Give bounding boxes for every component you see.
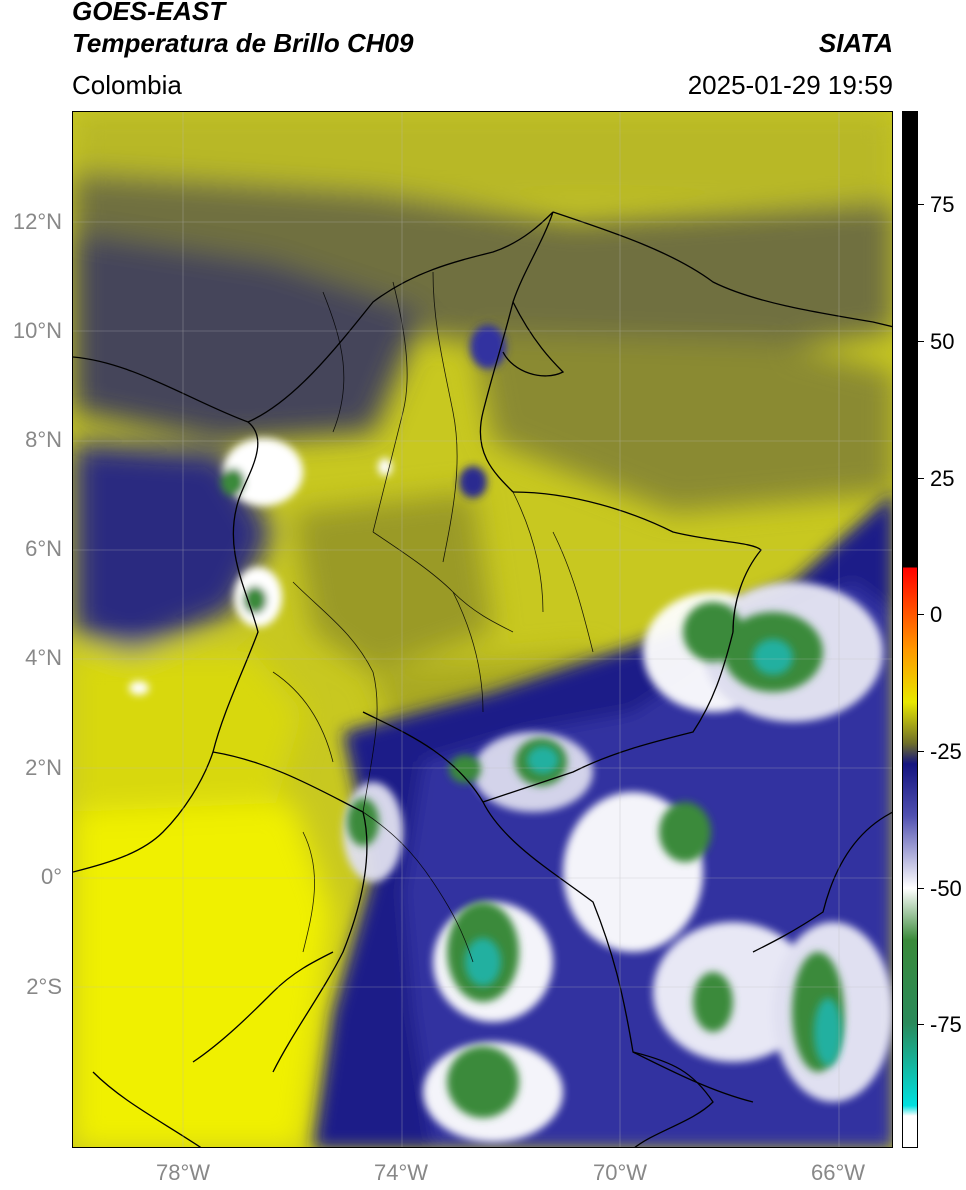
satellite-title: GOES-EAST xyxy=(72,0,226,26)
agency-label: SIATA xyxy=(818,28,893,58)
lon-tick-66w: 66°W xyxy=(810,1160,866,1185)
brightness-temperature-image xyxy=(73,112,892,1147)
lat-tick-12n: 12°N xyxy=(12,209,62,234)
country-borders xyxy=(73,211,892,1147)
lon-tick-70w: 70°W xyxy=(592,1160,648,1185)
colorbar-tickmark xyxy=(918,614,924,615)
colorbar-tickmark xyxy=(918,478,924,479)
lat-tick-6n: 6°N xyxy=(25,536,62,561)
colorbar-tickmark xyxy=(918,341,924,342)
product-title: Temperatura de Brillo CH09 xyxy=(72,28,414,58)
colorbar-tickmark xyxy=(918,1024,924,1025)
colorbar-tick-minus25: -25 xyxy=(930,739,962,764)
colorbar-tick-minus50: -50 xyxy=(930,876,962,901)
colorbar-tickmark xyxy=(918,751,924,752)
lat-tick-10n: 10°N xyxy=(12,318,62,343)
colorbar-tick-25: 25 xyxy=(930,466,955,491)
graticule xyxy=(73,112,892,1147)
lat-tick-0: 0° xyxy=(40,864,62,889)
colorbar-tickmark xyxy=(918,204,924,205)
department-borders xyxy=(272,271,594,963)
lat-tick-2n: 2°N xyxy=(25,755,62,780)
colorbar-tick-0: 0 xyxy=(930,602,943,627)
lon-tick-74w: 74°W xyxy=(373,1160,429,1185)
lon-tick-78w: 78°W xyxy=(155,1160,211,1185)
colorbar-tickmark xyxy=(918,888,924,889)
region-label: Colombia xyxy=(72,70,182,100)
temperature-colorbar xyxy=(902,111,918,1148)
lat-tick-8n: 8°N xyxy=(25,427,62,452)
datetime-label: 2025-01-29 19:59 xyxy=(687,70,893,100)
colorbar-tick-minus75: -75 xyxy=(930,1012,962,1037)
colorbar-tick-50: 50 xyxy=(930,329,955,354)
satellite-map[interactable] xyxy=(72,111,893,1148)
colorbar-tick-75: 75 xyxy=(930,192,955,217)
lat-tick-2s: 2°S xyxy=(26,974,62,999)
lat-tick-4n: 4°N xyxy=(25,645,62,670)
